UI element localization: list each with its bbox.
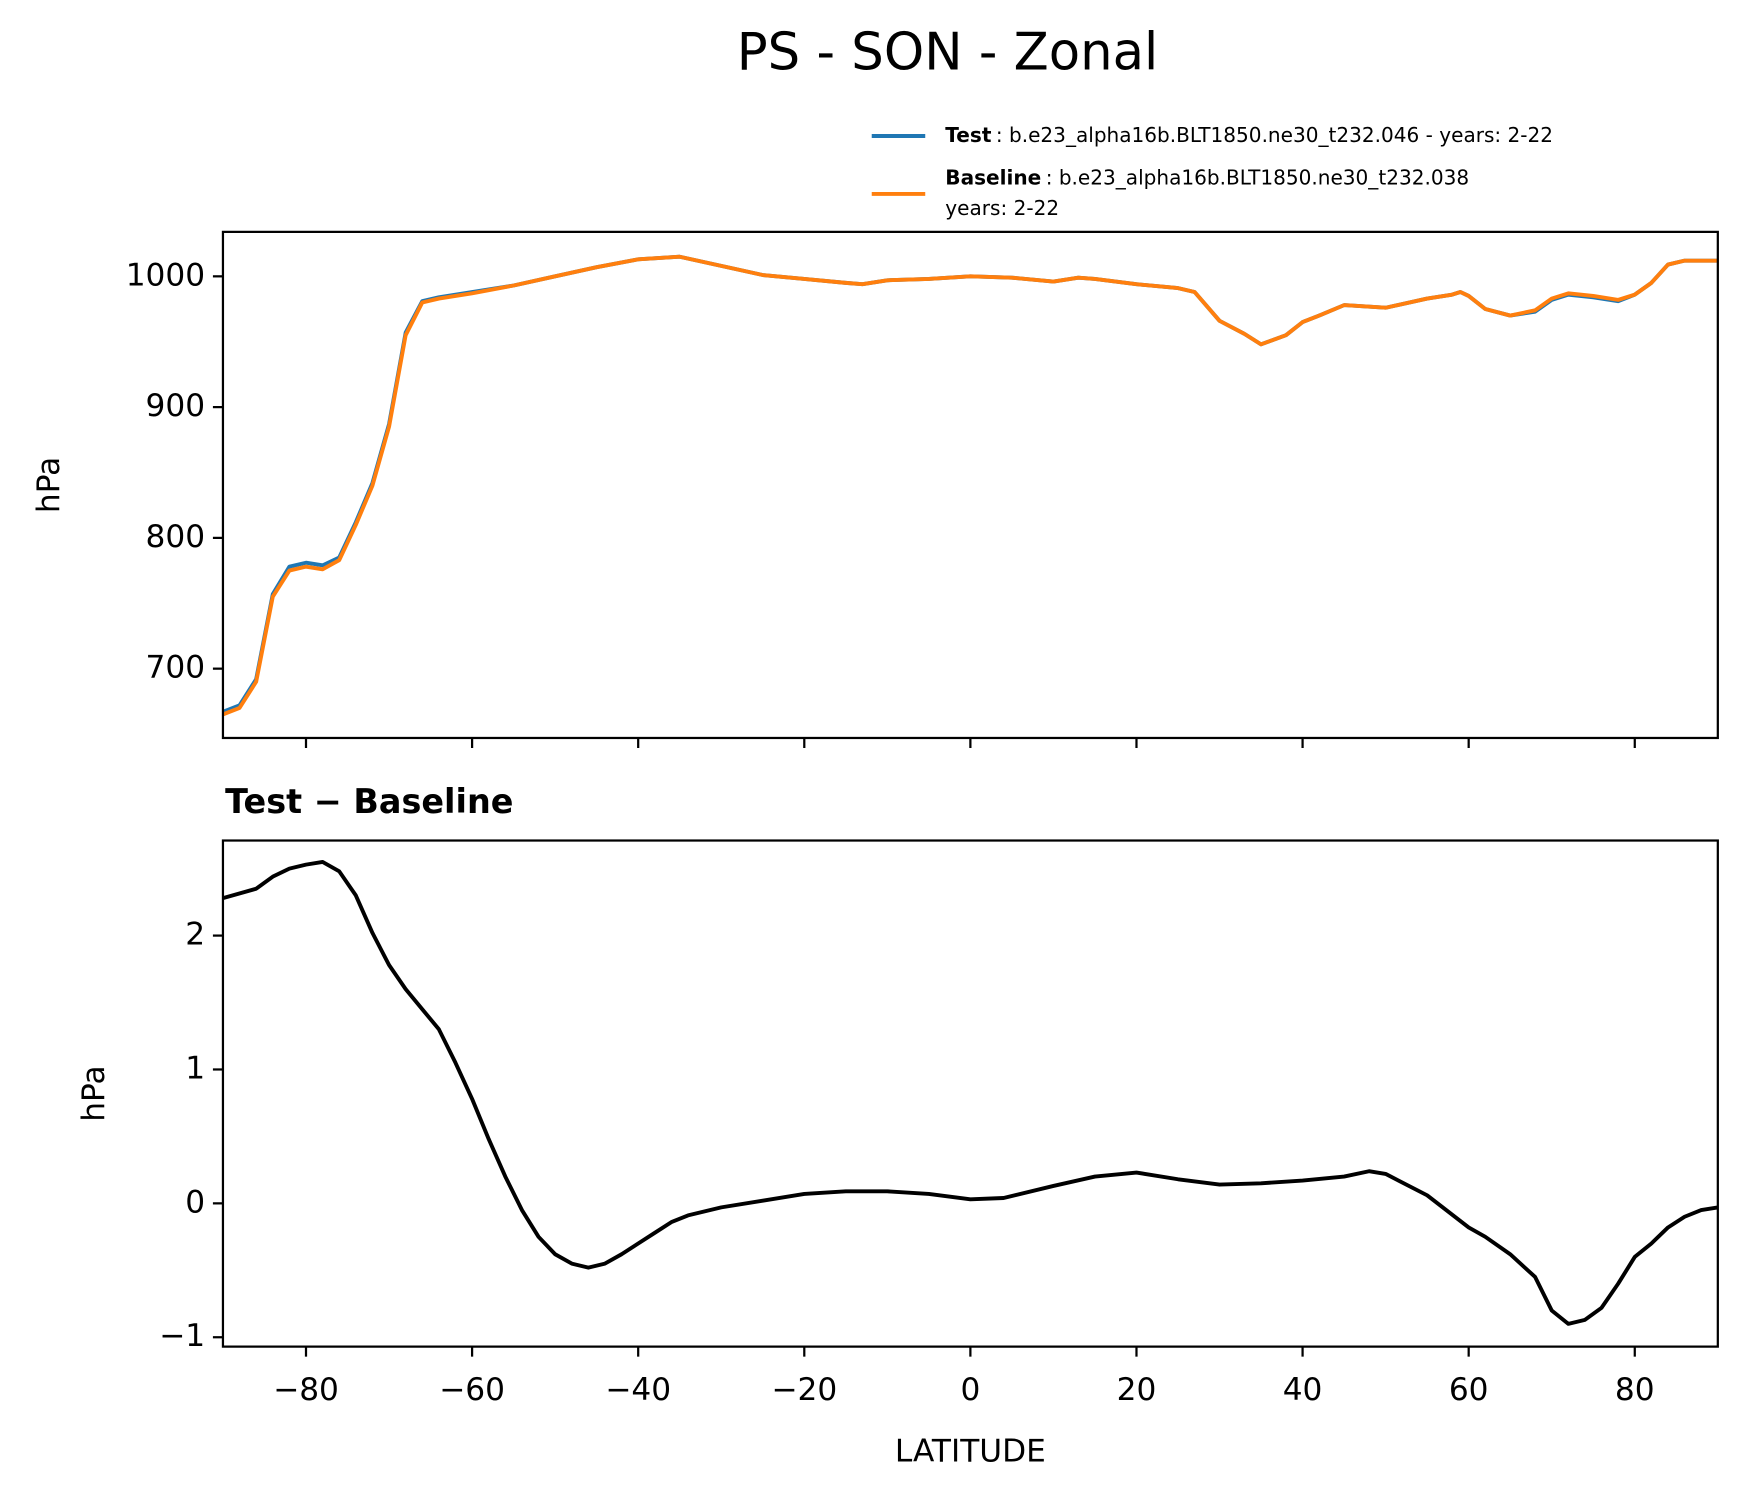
y-tick-label: 2 [185, 917, 205, 953]
subplot-title: Test − Baseline [225, 782, 513, 821]
legend-name: Test [945, 123, 992, 147]
x-tick-label: 60 [1449, 1372, 1489, 1408]
x-tick-label: 20 [1117, 1372, 1157, 1408]
legend-description: : b.e23_alpha16b.BLT1850.ne30_t232.038 [1046, 165, 1469, 189]
y-tick-label: 1000 [126, 257, 205, 293]
y-tick-label: 800 [146, 519, 206, 555]
legend-name: Baseline [945, 165, 1041, 189]
x-tick-label: 0 [960, 1372, 980, 1408]
y-tick-label: 900 [146, 388, 206, 424]
x-tick-label: 40 [1283, 1372, 1323, 1408]
y-axis-label: hPa [31, 457, 67, 513]
figure-title: PS - SON - Zonal [737, 23, 1159, 83]
data-line [222, 859, 1718, 1326]
y-axis-label: hPa [76, 1065, 112, 1121]
plot-area [222, 254, 1718, 717]
y-tick-label: 1 [185, 1050, 205, 1086]
x-tick-label: −40 [605, 1372, 671, 1408]
x-tick-label: 80 [1615, 1372, 1655, 1408]
legend-description: : b.e23_alpha16b.BLT1850.ne30_t232.046 -… [996, 123, 1553, 147]
x-tick-label: −80 [273, 1372, 339, 1408]
axes-frame [221, 839, 1719, 1348]
x-tick-label: −60 [439, 1372, 505, 1408]
axes-frame [221, 230, 1719, 740]
y-tick-label: 0 [185, 1184, 205, 1220]
x-axis-label: LATITUDE [895, 1434, 1046, 1470]
legend-entry: Test: b.e23_alpha16b.BLT1850.ne30_t232.0… [945, 123, 1553, 147]
x-tick-label: −20 [771, 1372, 837, 1408]
y-tick-label: −1 [159, 1318, 205, 1354]
legend-description: years: 2-22 [945, 196, 1059, 220]
y-tick-label: 700 [146, 650, 206, 686]
legend-entry: Baseline: b.e23_alpha16b.BLT1850.ne30_t2… [945, 165, 1469, 189]
plot-area [222, 859, 1718, 1326]
data-line [222, 254, 1718, 717]
